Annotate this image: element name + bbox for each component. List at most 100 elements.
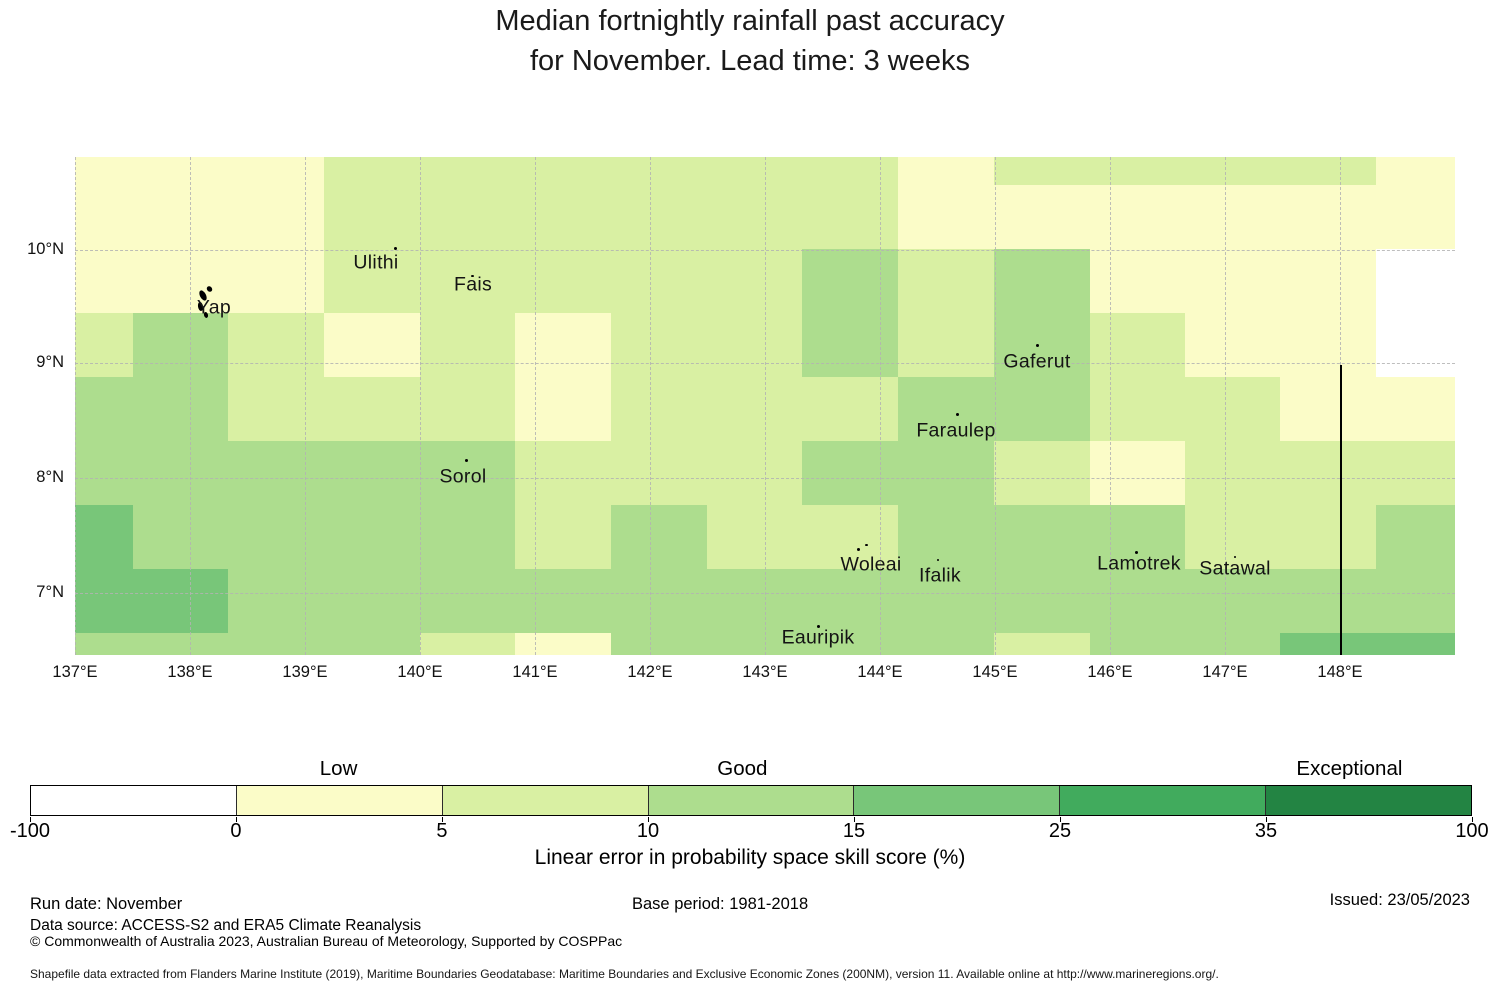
grid-cell — [228, 633, 324, 655]
grid-cell — [1280, 569, 1376, 633]
grid-cell — [898, 505, 994, 569]
gridline-vertical — [535, 157, 536, 655]
island-label: Sorol — [439, 465, 487, 488]
grid-cell — [420, 313, 515, 377]
gridline-vertical — [995, 157, 996, 655]
y-tick-label: 9°N — [36, 353, 64, 371]
grid-cell — [611, 249, 707, 313]
grid-cell — [611, 185, 707, 249]
island-label: Fais — [453, 273, 493, 296]
x-tick-label: 141°E — [512, 663, 558, 681]
grid-cell — [1185, 569, 1280, 633]
grid-cell — [1185, 377, 1280, 441]
colorbar-tick — [1060, 817, 1061, 822]
grid-cell — [228, 377, 324, 441]
grid-cell — [133, 249, 228, 313]
grid-cell — [994, 569, 1090, 633]
grid-cell — [133, 505, 228, 569]
x-tick-label: 142°E — [627, 663, 673, 681]
grid-cell — [1090, 633, 1185, 655]
grid-cell — [133, 377, 228, 441]
x-tick-label: 137°E — [52, 663, 98, 681]
grid-cell — [75, 441, 133, 505]
grid-cell — [1280, 313, 1376, 377]
grid-cell — [1376, 441, 1455, 505]
grid-cell — [324, 249, 420, 313]
grid-cell — [707, 441, 802, 505]
gridline-vertical — [1225, 157, 1226, 655]
grid-cell — [324, 157, 420, 185]
island-label: Faraulep — [916, 419, 996, 442]
grid-cell — [324, 441, 420, 505]
map-grid: Yap Ulithi Fais Sorol Gaferut Faraulep Woleai I… — [75, 157, 1455, 655]
grid-cell — [420, 249, 515, 313]
grid-cell — [611, 157, 707, 185]
colorbar-segment — [1059, 786, 1266, 815]
grid-cell — [898, 441, 994, 505]
grid-cell — [1376, 569, 1455, 633]
grid-cell — [133, 185, 228, 249]
grid-cell — [420, 377, 515, 441]
grid-cell — [707, 157, 802, 185]
x-tick-label: 146°E — [1087, 663, 1133, 681]
grid-cell — [75, 505, 133, 569]
colorbar-tick — [1266, 817, 1267, 822]
grid-cell — [75, 313, 133, 377]
grid-cell — [420, 569, 515, 633]
grid-cell — [707, 185, 802, 249]
footer-run-date: Run date: November — [30, 895, 183, 913]
gridline-vertical — [305, 157, 306, 655]
grid-cell — [1185, 633, 1280, 655]
grid-cell — [324, 185, 420, 249]
colorbar-segment — [647, 786, 854, 815]
grid-cell — [994, 157, 1090, 185]
colorbar-segment — [441, 786, 648, 815]
grid-cell — [898, 633, 994, 655]
grid-cell — [133, 569, 228, 633]
grid-cell — [515, 441, 611, 505]
island-label: Ifalik — [919, 564, 961, 587]
colorbar-tick — [854, 817, 855, 822]
colorbar-axis-label: Linear error in probability space skill … — [534, 846, 966, 869]
y-axis: 10°N 9°N 8°N 7°N — [0, 157, 68, 655]
x-tick-label: 144°E — [857, 663, 903, 681]
grid-cell — [75, 157, 133, 185]
colorbar-tick-label: 35 — [1254, 820, 1278, 842]
colorbar-tick-label: 25 — [1048, 820, 1072, 842]
grid-cell — [515, 633, 611, 655]
x-tick-label: 138°E — [167, 663, 213, 681]
x-tick-label: 140°E — [397, 663, 443, 681]
colorbar-tick-label: 10 — [636, 820, 660, 842]
island-dot — [464, 458, 468, 462]
island-dot — [937, 559, 939, 561]
footer-base-period: Base period: 1981-2018 — [632, 895, 809, 913]
grid-cell — [324, 633, 420, 655]
x-tick-label: 148°E — [1317, 663, 1363, 681]
grid-cell — [898, 377, 994, 441]
grid-cell — [1376, 185, 1455, 249]
footer-issued-date: Issued: 23/05/2023 — [1329, 891, 1470, 909]
colorbar-tick — [648, 817, 649, 822]
grid-cell — [994, 185, 1090, 249]
colorbar-tick-label: -100 — [9, 820, 51, 842]
island-dot — [816, 624, 820, 628]
grid-cell — [1090, 377, 1185, 441]
grid-cell — [228, 313, 324, 377]
grid-cell — [228, 185, 324, 249]
grid-cell — [420, 185, 515, 249]
grid-cell — [324, 505, 420, 569]
island-dot — [1134, 550, 1138, 554]
grid-cell — [1376, 377, 1455, 441]
x-tick-label: 147°E — [1202, 663, 1248, 681]
grid-cell — [994, 313, 1090, 377]
grid-cell — [1185, 185, 1280, 249]
grid-cell — [994, 633, 1090, 655]
island-label: Woleai — [840, 553, 902, 576]
grid-cell — [1090, 441, 1185, 505]
gridline-vertical — [190, 157, 191, 655]
grid-cell — [420, 633, 515, 655]
colorbar-tick — [236, 817, 237, 822]
grid-cell — [898, 313, 994, 377]
y-tick-label: 7°N — [36, 583, 64, 601]
footer-shapefile-note: Shapefile data extracted from Flanders M… — [30, 967, 1219, 981]
